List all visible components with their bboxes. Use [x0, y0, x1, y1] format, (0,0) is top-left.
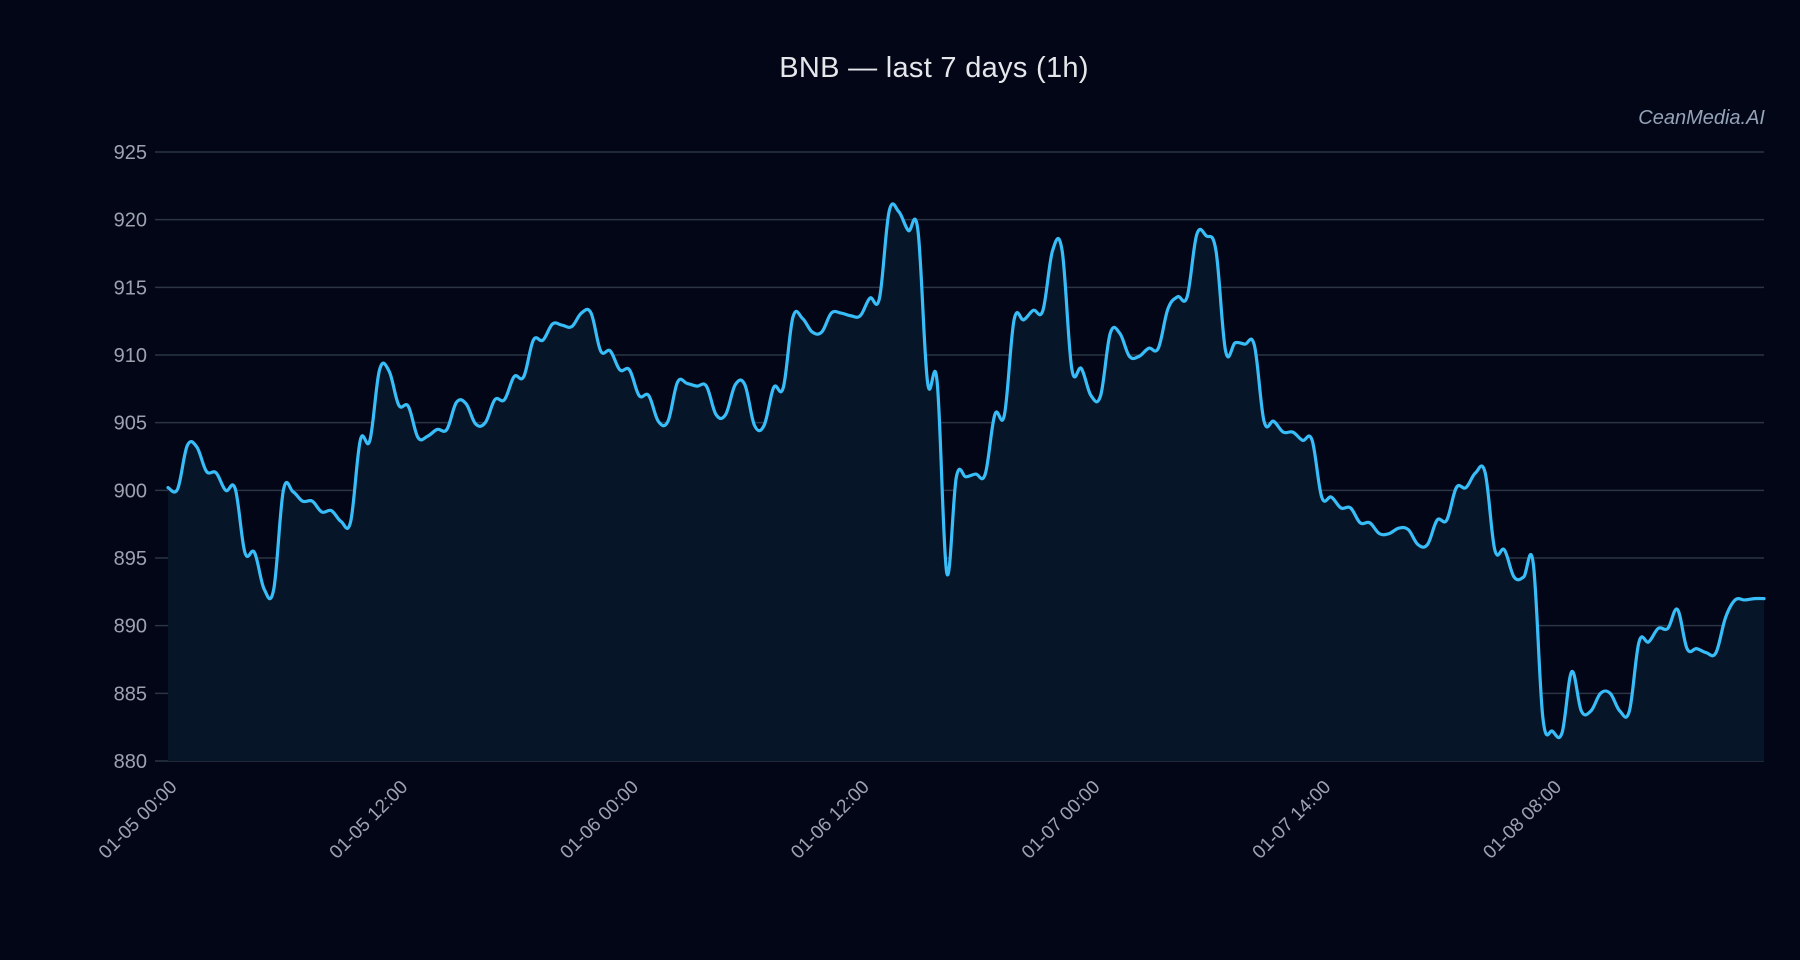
x-tick-label: 01-08 08:00: [1479, 777, 1566, 864]
price-area-fill: [168, 203, 1764, 762]
y-tick-label: 915: [114, 277, 147, 299]
watermark: CeanMedia.AI: [1638, 107, 1765, 129]
y-axis: 880 885 890 895 900 905 910 915 920 925: [114, 142, 147, 773]
y-tick-label: 900: [114, 480, 147, 502]
y-tick-label: 910: [114, 345, 147, 367]
x-tick-label: 01-05 00:00: [95, 777, 182, 864]
y-tick-label: 890: [114, 616, 147, 638]
y-tick-label: 880: [114, 751, 147, 773]
y-tick-label: 920: [114, 210, 147, 232]
y-tick-label: 895: [114, 548, 147, 570]
x-axis: 01-05 00:00 01-05 12:00 01-06 00:00 01-06 1…: [95, 777, 1566, 864]
y-tick-label: 925: [114, 142, 147, 164]
x-tick-label: 01-07 14:00: [1249, 777, 1336, 864]
chart-title: BNB — last 7 days (1h): [779, 52, 1089, 84]
x-tick-label: 01-05 12:00: [326, 777, 413, 864]
x-tick-label: 01-06 12:00: [787, 777, 874, 864]
price-line: [166, 202, 1766, 740]
y-tick-label: 885: [114, 683, 147, 705]
x-tick-label: 01-07 00:00: [1018, 777, 1105, 864]
x-tick-label: 01-06 00:00: [556, 777, 643, 864]
y-tick-label: 905: [114, 413, 147, 435]
